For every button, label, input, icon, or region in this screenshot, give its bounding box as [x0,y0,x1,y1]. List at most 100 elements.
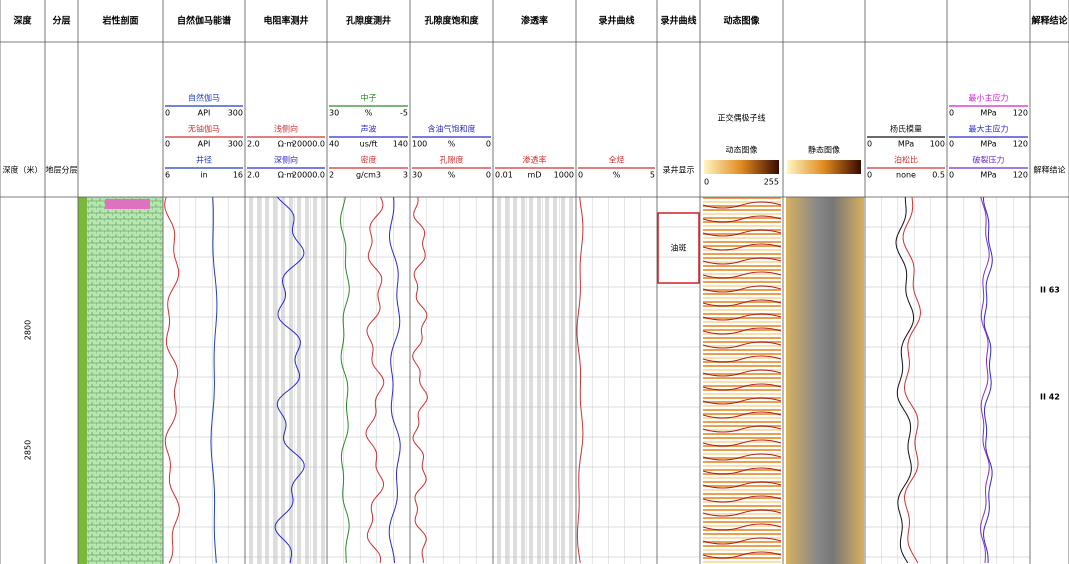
column-title: 录井曲线 [660,15,696,27]
dyn-band [703,465,781,467]
dyn-band [703,249,781,251]
dyn-band [703,477,781,479]
bar-max: 255 [764,178,779,187]
stripe [521,197,525,564]
dyn-band [703,533,781,535]
bar-title: 静态图像 [808,145,840,155]
dyn-band [703,373,781,375]
scale-max: 120 [1013,109,1028,118]
scale-unit: % [613,171,621,180]
stripe [545,197,549,564]
curve-name: 密度 [361,155,377,165]
scale-max: 5 [650,171,655,180]
dyn-band [703,229,781,231]
scale-max: 3 [403,171,408,180]
stripe [265,197,269,564]
scale-unit: MPa [898,140,914,149]
column-title: 解释结论 [1031,15,1068,27]
bar-title: 动态图像 [726,145,758,155]
column-subtitle: 深度（米） [3,165,43,175]
column-title: 分层 [52,15,70,27]
column-title: 录井曲线 [598,15,634,27]
dyn-sine [702,215,782,223]
scale-min: 2 [329,171,334,180]
dyn-band [703,493,781,495]
scale-unit: % [448,140,456,149]
scale-max: 0.5 [932,171,945,180]
dyn-band [703,417,781,419]
dyn-band [703,437,781,439]
stripe [249,197,253,564]
dyn-band [703,553,781,555]
dyn-band [703,361,781,363]
scale-min: 0 [949,109,954,118]
dyn-sine [702,257,782,265]
scale-min: 30 [329,109,339,118]
dyn-band [703,433,781,435]
scale-max: 0 [486,171,491,180]
curve-name: 孔隙度 [440,155,464,165]
stripe [273,197,277,564]
curve-name: 声波 [361,124,377,134]
curve-name: 泊松比 [894,155,918,165]
column-title: 动态图像 [723,15,760,27]
dyn-band [703,341,781,343]
dyn-sine [702,243,782,251]
scale-unit: mD [528,171,542,180]
stripe [305,197,309,564]
dyn-sine [702,285,782,293]
curve [210,196,218,564]
dyn-sine [702,453,782,461]
stripe [289,197,293,564]
dyn-band [703,401,781,403]
curve-name: 破裂压力 [973,155,1005,165]
column-subtitle: 正交偶极子线 [718,113,766,123]
dyn-band [703,441,781,443]
depth-label: 2850 [24,440,33,460]
lith-edge [78,197,87,564]
stripe [497,197,501,564]
dyn-band [703,457,781,459]
curve-name: 自然伽马 [188,93,220,103]
dyn-band [703,409,781,411]
dyn-band [703,449,781,451]
dyn-band [703,497,781,499]
dyn-band [703,561,781,563]
curve [980,196,990,564]
scale-min: 100 [412,140,427,149]
dyn-band [703,393,781,395]
column-title: 电阻率测井 [263,15,308,27]
lithology [87,197,163,564]
dyn-band [703,297,781,299]
scale-max: 120 [1013,171,1028,180]
dyn-band [703,285,781,287]
dyn-band [703,389,781,391]
dyn-band [703,525,781,527]
dyn-sine [702,467,782,475]
dyn-sine [702,537,782,545]
dyn-band [703,201,781,203]
dyn-band [703,273,781,275]
dyn-sine [702,425,782,433]
dyn-band [703,349,781,351]
dyn-band [703,541,781,543]
curve [576,196,584,564]
dyn-sine [702,299,782,307]
dyn-band [703,421,781,423]
dyn-band [703,269,781,271]
dyn-band [703,481,781,483]
dyn-band [703,473,781,475]
stripe [321,197,325,564]
scale-max: 20000.0 [292,171,325,180]
dyn-band [703,429,781,431]
dyn-band [703,281,781,283]
stripe [553,197,557,564]
dyn-sine [702,397,782,405]
scale-unit: Ω·m [278,140,295,149]
scale-min: 2.0 [247,140,260,149]
color-bar [704,160,779,174]
scale-min: 0 [867,171,872,180]
color-bar [787,160,861,174]
dyn-sine [702,383,782,391]
dyn-band [703,265,781,267]
